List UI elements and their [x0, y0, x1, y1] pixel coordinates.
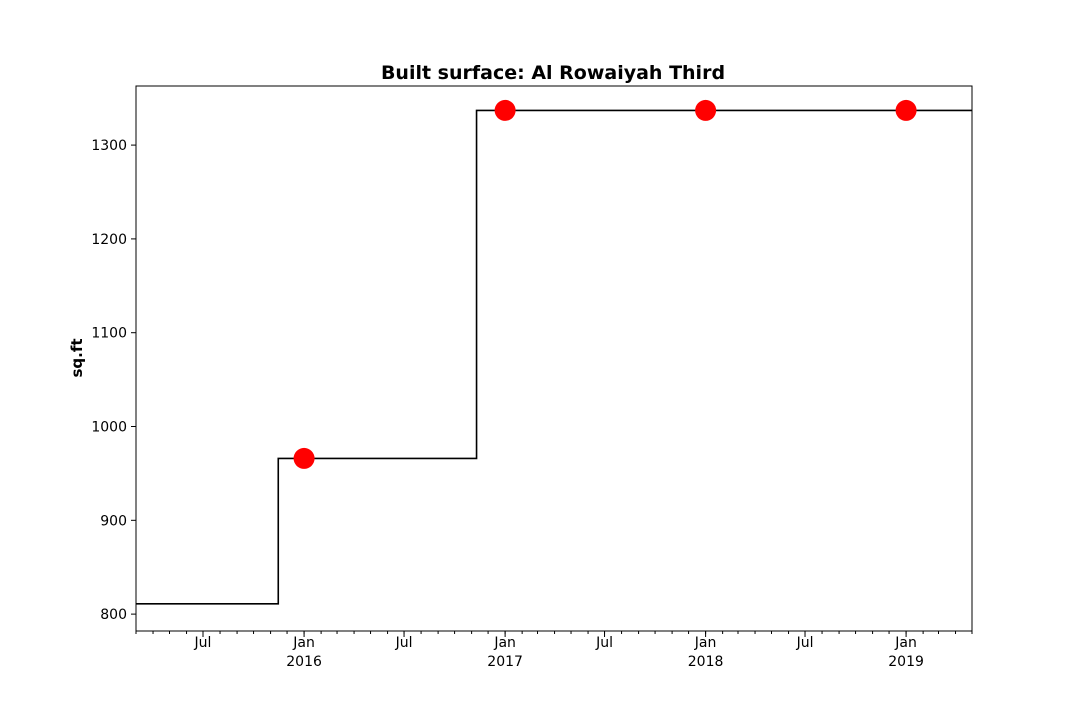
x-tick-year-label: 2018	[688, 654, 724, 670]
y-tick-label: 1100	[91, 326, 127, 342]
x-tick-label: Jan	[894, 635, 917, 651]
x-tick-label: Jan	[694, 635, 717, 651]
data-point	[293, 447, 315, 469]
x-tick-label: Jul	[395, 635, 413, 651]
y-tick-label: 1000	[91, 420, 127, 436]
x-tick-label: Jan	[493, 635, 516, 651]
x-tick-label: Jan	[292, 635, 315, 651]
x-tick-label: Jul	[796, 635, 814, 651]
y-tick-label: 1200	[91, 232, 127, 248]
y-tick-label: 800	[100, 607, 127, 623]
data-point	[695, 99, 717, 121]
y-axis-label: sq.ft	[68, 338, 86, 377]
step-line	[136, 109, 972, 605]
x-tick-label: Jul	[194, 635, 212, 651]
chart-title: Built surface: Al Rowaiyah Third	[381, 62, 725, 84]
data-point	[895, 99, 917, 121]
plot-frame	[135, 85, 973, 632]
y-tick-label: 1300	[91, 138, 127, 154]
plot-area: 800 900 1000 1100 1200 1300 Jul Jan 2016 Jul Jan 20…	[91, 85, 973, 670]
x-tick-label: Jul	[595, 635, 613, 651]
x-tick-year-label: 2016	[286, 654, 322, 670]
data-point	[494, 99, 516, 121]
x-tick-year-label: 2019	[888, 654, 924, 670]
y-tick-label: 900	[100, 513, 127, 529]
x-tick-year-label: 2017	[487, 654, 523, 670]
